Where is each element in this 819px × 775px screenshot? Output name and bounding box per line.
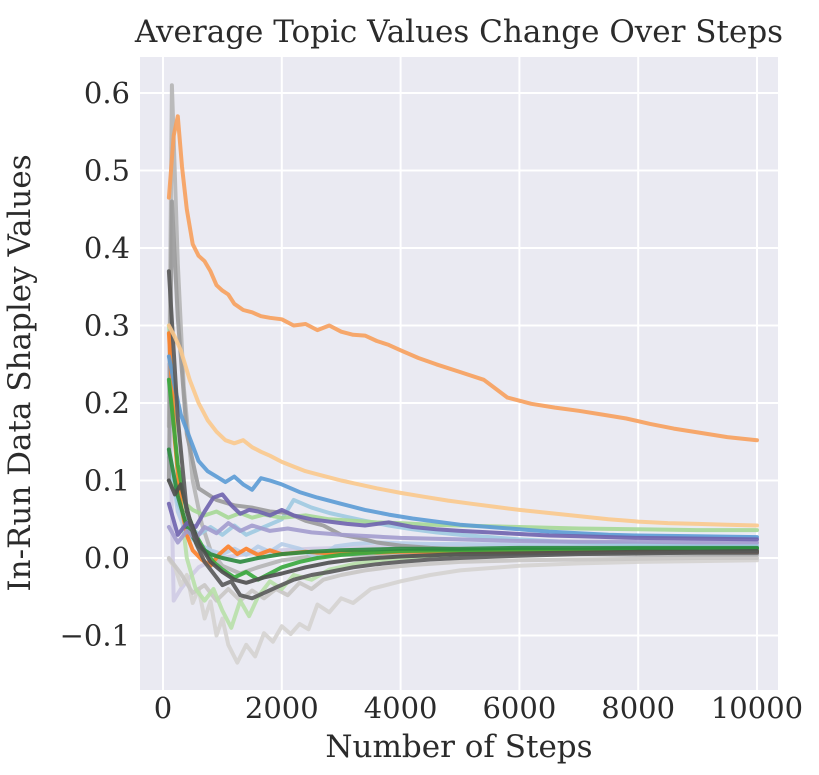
x-axis-label: Number of Steps: [325, 729, 592, 765]
x-tick-label: 0: [154, 691, 172, 725]
series-line-topic-light-gray: [166, 556, 759, 603]
series-line-topic-peach: [166, 323, 759, 528]
y-tick-label: 0.2: [84, 386, 130, 420]
chart-title: Average Topic Values Change Over Steps: [134, 14, 783, 50]
y-tick-label: 0.0: [84, 541, 130, 575]
series-line-topic-light-green: [166, 478, 759, 533]
series-line-topic-orange: [166, 114, 759, 443]
series-line-topic-dark-gray: [166, 269, 759, 601]
tick-labels: 0 2000 4000 6000 8000 10000 −0.1 0.0 0.1 0.2 0.3 0.…: [60, 76, 804, 725]
y-tick-label: −0.1: [60, 619, 130, 653]
x-tick-label: 6000: [482, 691, 556, 725]
series-line-topic-light-purple: [166, 521, 759, 545]
x-tick-label: 2000: [245, 691, 319, 725]
gridlines: [140, 57, 778, 690]
series-line-topic-purple: [166, 492, 759, 542]
x-tick-label: 4000: [364, 691, 438, 725]
x-tick-label: 8000: [601, 691, 675, 725]
series-lines: [166, 83, 759, 665]
series-line-topic-blue: [166, 354, 759, 540]
series-line-topic-light-gray-deep: [166, 557, 759, 665]
y-tick-label: 0.3: [84, 309, 130, 343]
y-tick-label: 0.5: [84, 154, 130, 188]
y-tick-label: 0.4: [84, 231, 130, 265]
y-axis-label: In-Run Data Shapley Values: [2, 154, 38, 591]
y-tick-label: 0.6: [84, 76, 130, 110]
y-tick-label: 0.1: [84, 464, 130, 498]
x-tick-label: 10000: [711, 691, 803, 725]
